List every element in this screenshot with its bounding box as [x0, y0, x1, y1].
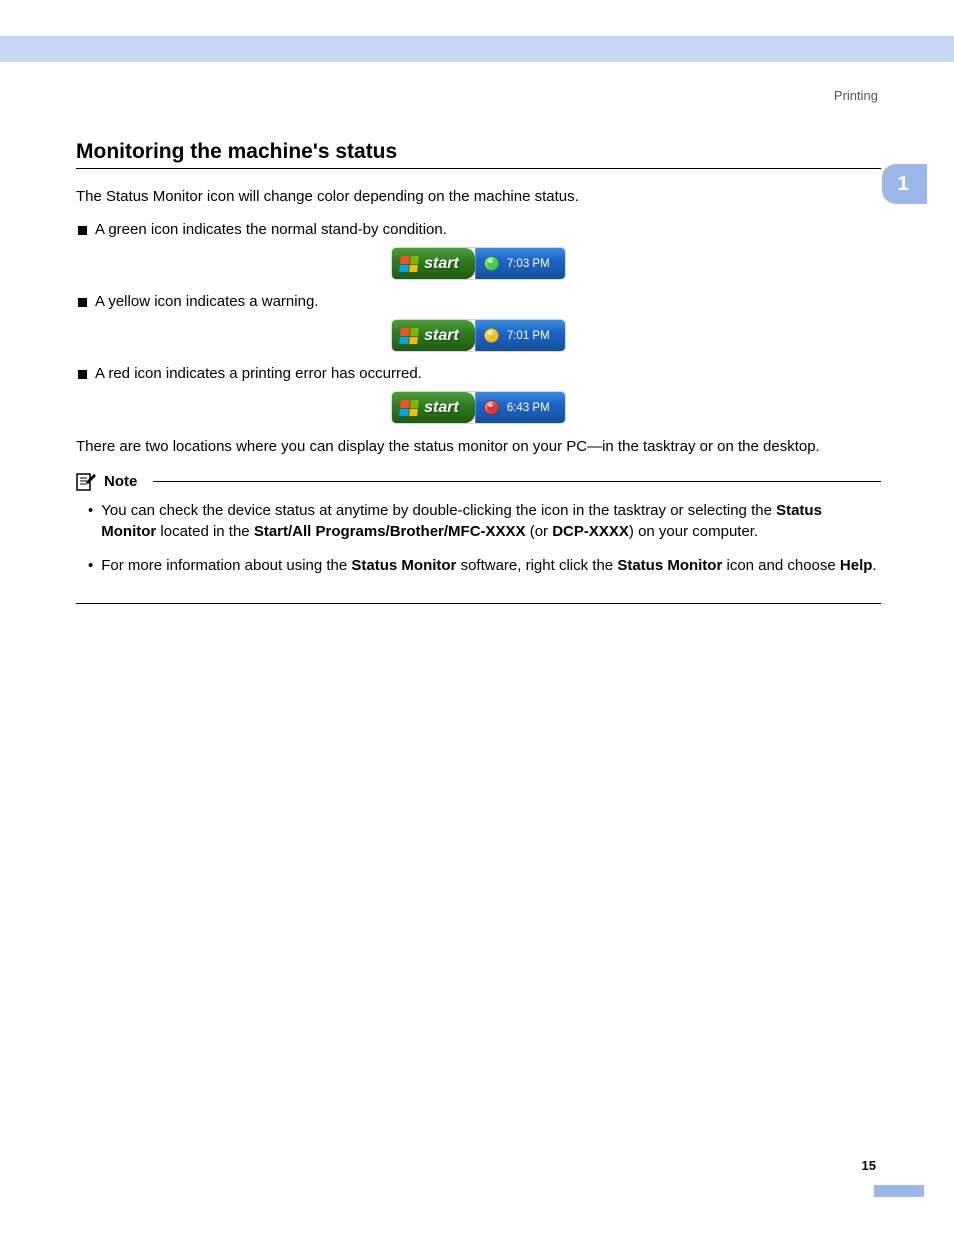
note-text: (or: [526, 523, 553, 540]
system-tray[interactable]: 7:01 PM: [475, 320, 565, 351]
taskbar-example: start 7:03 PM: [76, 248, 881, 279]
note-item: For more information about using the Sta…: [88, 555, 881, 577]
chapter-tab: 1: [882, 164, 924, 204]
section-title: Monitoring the machine's status: [76, 140, 881, 169]
bullet-item: A green icon indicates the normal stand-…: [76, 221, 881, 238]
bullet-text: A green icon indicates the normal stand-…: [95, 221, 447, 238]
note-text: ) on your computer.: [629, 523, 758, 540]
note-text: located in the: [156, 523, 254, 540]
intro-text: The Status Monitor icon will change colo…: [76, 187, 881, 207]
note-list: You can check the device status at anyti…: [76, 500, 881, 604]
status-monitor-icon[interactable]: [484, 328, 499, 343]
note-text: .: [872, 557, 876, 574]
square-bullet-icon: [78, 226, 87, 235]
windows-flag-icon: [399, 400, 419, 416]
bullet-text: A red icon indicates a printing error ha…: [95, 365, 422, 382]
square-bullet-icon: [78, 370, 87, 379]
status-monitor-icon[interactable]: [484, 256, 499, 271]
xp-taskbar: start 7:01 PM: [392, 320, 565, 351]
start-label: start: [424, 327, 459, 345]
note-text: icon and choose: [722, 557, 840, 574]
system-tray[interactable]: 6:43 PM: [475, 392, 565, 423]
note-text: software, right click the: [456, 557, 617, 574]
bullet-text: A yellow icon indicates a warning.: [95, 293, 318, 310]
start-button[interactable]: start: [392, 392, 475, 423]
note-item: You can check the device status at anyti…: [88, 500, 881, 544]
windows-flag-icon: [399, 256, 419, 272]
tray-time: 6:43 PM: [507, 402, 550, 414]
tray-time: 7:03 PM: [507, 258, 550, 270]
note-bold: Start/All Programs/Brother/MFC-XXXX: [254, 523, 526, 540]
note-pencil-icon: [76, 472, 98, 492]
xp-taskbar: start 6:43 PM: [392, 392, 565, 423]
note-header-rule: [153, 481, 881, 482]
windows-flag-icon: [399, 328, 419, 344]
square-bullet-icon: [78, 298, 87, 307]
taskbar-example: start 7:01 PM: [76, 320, 881, 351]
note-text: For more information about using the: [101, 557, 351, 574]
start-button[interactable]: start: [392, 320, 475, 351]
page-number: 15: [862, 1158, 876, 1173]
note-bold: Help: [840, 557, 873, 574]
header-category: Printing: [834, 88, 878, 103]
note-block: Note You can check the device status at …: [76, 472, 881, 604]
system-tray[interactable]: 7:03 PM: [475, 248, 565, 279]
note-title: Note: [104, 473, 137, 490]
note-text: You can check the device status at anyti…: [101, 502, 776, 519]
footer-stripe: [874, 1185, 924, 1197]
note-bold: Status Monitor: [617, 557, 722, 574]
xp-taskbar: start 7:03 PM: [392, 248, 565, 279]
start-label: start: [424, 399, 459, 417]
note-bold: Status Monitor: [351, 557, 456, 574]
status-monitor-icon[interactable]: [484, 400, 499, 415]
start-button[interactable]: start: [392, 248, 475, 279]
taskbar-example: start 6:43 PM: [76, 392, 881, 423]
bullet-item: A yellow icon indicates a warning.: [76, 293, 881, 310]
header-stripe: [0, 36, 954, 62]
page-content: Monitoring the machine's status The Stat…: [76, 140, 881, 604]
after-text: There are two locations where you can di…: [76, 437, 881, 457]
tray-time: 7:01 PM: [507, 330, 550, 342]
start-label: start: [424, 255, 459, 273]
bullet-item: A red icon indicates a printing error ha…: [76, 365, 881, 382]
note-header: Note: [76, 472, 881, 492]
note-bold: DCP-XXXX: [552, 523, 629, 540]
